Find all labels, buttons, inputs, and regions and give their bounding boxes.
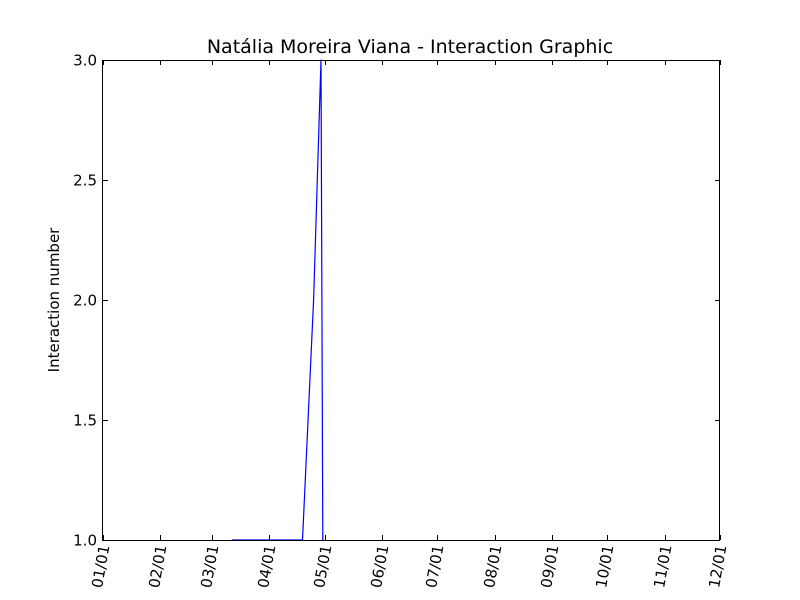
x-tick-label: 11/01 — [650, 544, 675, 590]
y-tick-label: 2.5 — [73, 172, 97, 190]
x-tick-label: 06/01 — [367, 544, 392, 590]
x-tick-label: 01/01 — [88, 544, 113, 590]
x-tick-label: 09/01 — [537, 544, 562, 590]
y-tick-label: 1.5 — [73, 412, 97, 430]
y-axis-label: Interaction number — [45, 227, 63, 373]
x-axis: 01/01 02/01 03/01 04/01 05/01 06/01 07/01 08/01… — [88, 60, 730, 589]
chart-title: Natália Moreira Viana - Interaction Grap… — [207, 36, 613, 58]
plot-area — [102, 59, 720, 541]
x-tick-label: 08/01 — [480, 544, 505, 590]
x-tick-label: 02/01 — [145, 544, 170, 590]
x-tick-label: 05/01 — [310, 544, 335, 590]
x-tick-label: 03/01 — [197, 544, 222, 590]
data-point — [313, 299, 315, 301]
y-tick-label: 3.0 — [73, 52, 97, 70]
x-tick-label: 12/01 — [705, 544, 730, 590]
y-axis: 1.0 1.5 2.0 2.5 3.0 — [73, 52, 720, 550]
x-tick-label: 04/01 — [254, 544, 279, 590]
x-tick-label: 07/01 — [422, 544, 447, 590]
y-tick-label: 1.0 — [73, 532, 97, 550]
x-tick-label: 10/01 — [592, 544, 617, 590]
series-layer — [231, 59, 324, 541]
plot-frame — [102, 60, 720, 541]
series-line — [232, 59, 324, 541]
y-tick-label: 2.0 — [73, 292, 97, 310]
